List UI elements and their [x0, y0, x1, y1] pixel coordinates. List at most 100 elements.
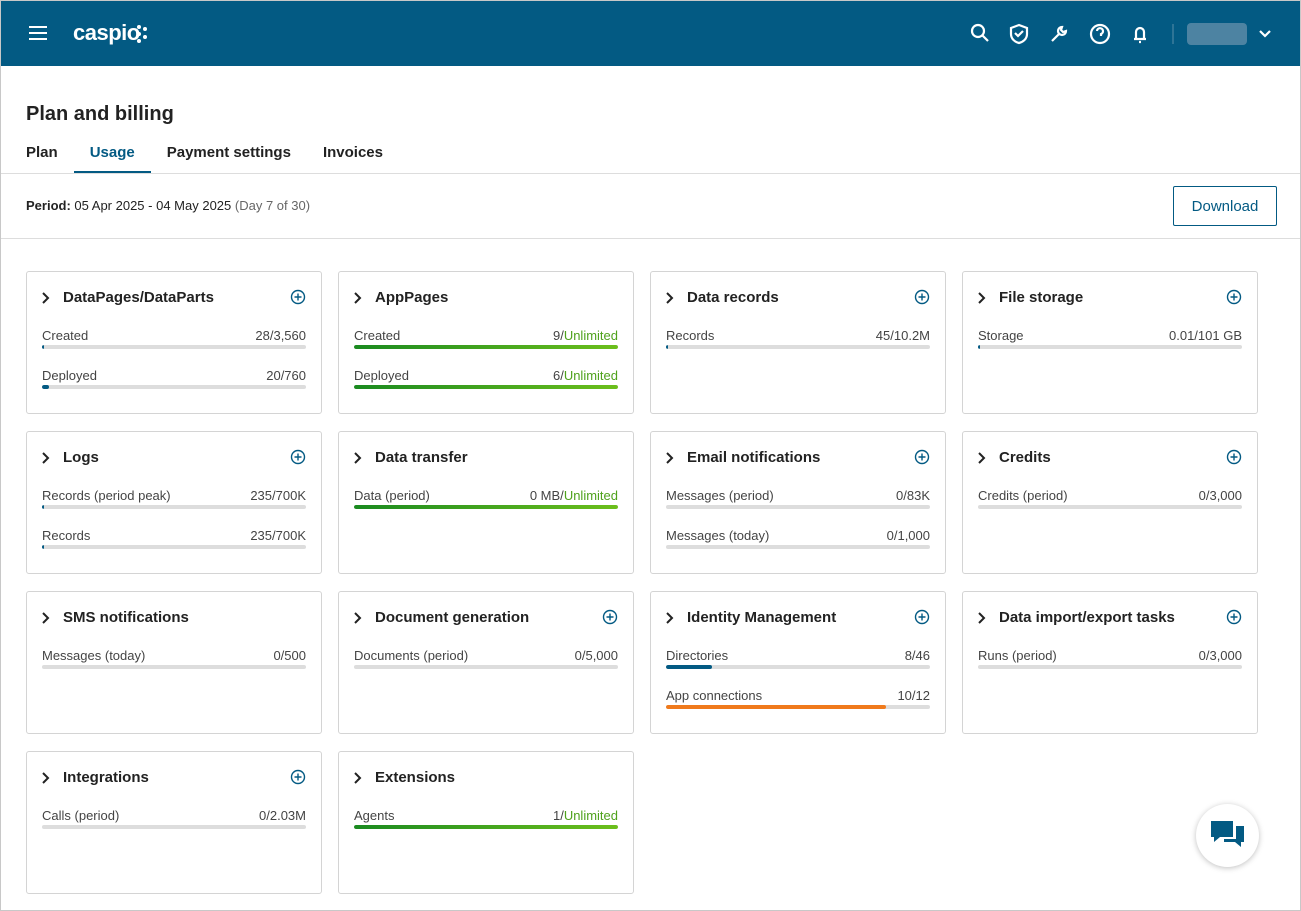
- expand-icon[interactable]: [665, 291, 675, 309]
- progress-track: [42, 545, 306, 549]
- expand-icon[interactable]: [353, 291, 363, 309]
- usage-limit: Unlimited: [563, 368, 618, 383]
- expand-icon[interactable]: [353, 451, 363, 469]
- expand-icon[interactable]: [977, 611, 987, 629]
- logo[interactable]: caspio: [73, 20, 140, 45]
- usage-label: Messages (period): [666, 488, 774, 503]
- card-title: Extensions: [375, 769, 456, 786]
- expand-icon[interactable]: [977, 451, 987, 469]
- usage-label: Messages (today): [666, 528, 770, 543]
- expand-icon[interactable]: [353, 771, 363, 789]
- usage-card: Logs Records (period peak) 235/700K Records…: [26, 431, 322, 574]
- usage-row: Messages (today) 0/1,000: [666, 528, 930, 549]
- progress-track: [354, 345, 618, 349]
- divider: [1, 173, 1300, 174]
- progress-track: [42, 505, 306, 509]
- top-bar: caspio: [1, 1, 1300, 66]
- usage-limit: Unlimited: [563, 488, 618, 503]
- usage-value: 0/3,000: [1199, 488, 1242, 503]
- usage-row: Documents (period) 0/5,000: [354, 648, 618, 669]
- usage-count: 28/3,560: [255, 328, 306, 343]
- expand-icon[interactable]: [977, 291, 987, 309]
- usage-count: 0/3,000: [1198, 488, 1242, 503]
- usage-value: 0/83K: [896, 488, 930, 503]
- usage-row: Deployed 6/Unlimited: [354, 368, 618, 389]
- progress-track: [354, 505, 618, 509]
- expand-icon[interactable]: [665, 451, 675, 469]
- usage-card: Data transfer Data (period) 0 MB/Unlimited: [338, 431, 634, 574]
- expand-icon[interactable]: [665, 611, 675, 629]
- progress-track: [666, 345, 930, 349]
- add-icon[interactable]: [1226, 609, 1242, 630]
- add-icon[interactable]: [290, 769, 306, 790]
- progress-fill: [978, 345, 980, 349]
- expand-icon[interactable]: [41, 291, 51, 309]
- usage-card: Email notifications Messages (period) 0/83…: [650, 431, 946, 574]
- tabs: Plan Usage Payment settings Invoices: [26, 141, 415, 173]
- usage-count: 20/760: [266, 368, 306, 383]
- card-title: Data import/export tasks: [999, 609, 1175, 626]
- add-icon[interactable]: [1226, 449, 1242, 470]
- usage-card: Extensions Agents 1/Unlimited: [338, 751, 634, 894]
- add-icon[interactable]: [914, 449, 930, 470]
- usage-card: Credits Credits (period) 0/3,000: [962, 431, 1258, 574]
- usage-count: 0 MB/: [529, 488, 564, 503]
- page-title: Plan and billing: [26, 103, 174, 125]
- add-icon[interactable]: [914, 289, 930, 310]
- menu-icon[interactable]: [29, 26, 47, 40]
- add-icon[interactable]: [290, 449, 306, 470]
- progress-fill: [354, 825, 618, 829]
- usage-label: Runs (period): [978, 648, 1057, 663]
- usage-count: 0/1,000: [886, 528, 930, 543]
- add-icon[interactable]: [1226, 289, 1242, 310]
- usage-count: 45/10.2M: [875, 328, 930, 343]
- usage-label: Agents: [354, 808, 395, 823]
- usage-value: 0/1,000: [887, 528, 930, 543]
- usage-label: Storage: [978, 328, 1024, 343]
- usage-count: 0/5,000: [574, 648, 618, 663]
- usage-value: 9/Unlimited: [553, 328, 618, 343]
- add-icon[interactable]: [602, 609, 618, 630]
- progress-fill: [42, 505, 44, 509]
- usage-limit: Unlimited: [563, 328, 618, 343]
- usage-value: 0/500: [273, 648, 306, 663]
- usage-row: Data (period) 0 MB/Unlimited: [354, 488, 618, 509]
- usage-count: 0/3,000: [1198, 648, 1242, 663]
- progress-track: [354, 825, 618, 829]
- progress-track: [42, 385, 306, 389]
- usage-card: Document generation Documents (period) 0/5…: [338, 591, 634, 734]
- usage-label: Deployed: [354, 368, 409, 383]
- usage-row: Deployed 20/760: [42, 368, 306, 389]
- tab[interactable]: Usage: [73, 141, 151, 173]
- expand-icon[interactable]: [41, 451, 51, 469]
- usage-value: 0/3,000: [1199, 648, 1242, 663]
- expand-icon[interactable]: [41, 771, 51, 789]
- usage-value: 235/700K: [250, 528, 306, 543]
- tab[interactable]: Plan: [26, 144, 58, 161]
- usage-count: 6/: [552, 368, 564, 383]
- download-button[interactable]: Download: [1173, 186, 1277, 226]
- usage-row: Storage 0.01/101 GB: [978, 328, 1242, 349]
- usage-card: DataPages/DataParts Created 28/3,560 Deploy…: [26, 271, 322, 414]
- divider: [1, 238, 1300, 239]
- chat-button[interactable]: [1196, 804, 1259, 867]
- usage-value: 0 MB/Unlimited: [530, 488, 618, 503]
- expand-icon[interactable]: [41, 611, 51, 629]
- usage-row: Created 9/Unlimited: [354, 328, 618, 349]
- usage-value: 28/3,560: [255, 328, 306, 343]
- usage-card: Data records Records 45/10.2M: [650, 271, 946, 414]
- usage-card: Integrations Calls (period) 0/2.03M: [26, 751, 322, 894]
- progress-track: [978, 665, 1242, 669]
- tab[interactable]: Invoices: [322, 144, 383, 161]
- tab[interactable]: Payment settings: [166, 144, 291, 161]
- toolbar-icons[interactable]: [969, 23, 1279, 45]
- add-icon[interactable]: [914, 609, 930, 630]
- expand-icon[interactable]: [353, 611, 363, 629]
- period: Period: 05 Apr 2025 - 04 May 2025 (Day 7…: [26, 198, 310, 213]
- card-title: SMS notifications: [63, 609, 189, 626]
- progress-fill: [354, 505, 618, 509]
- progress-track: [42, 825, 306, 829]
- usage-row: Records (period peak) 235/700K: [42, 488, 306, 509]
- add-icon[interactable]: [290, 289, 306, 310]
- usage-row: Records 45/10.2M: [666, 328, 930, 349]
